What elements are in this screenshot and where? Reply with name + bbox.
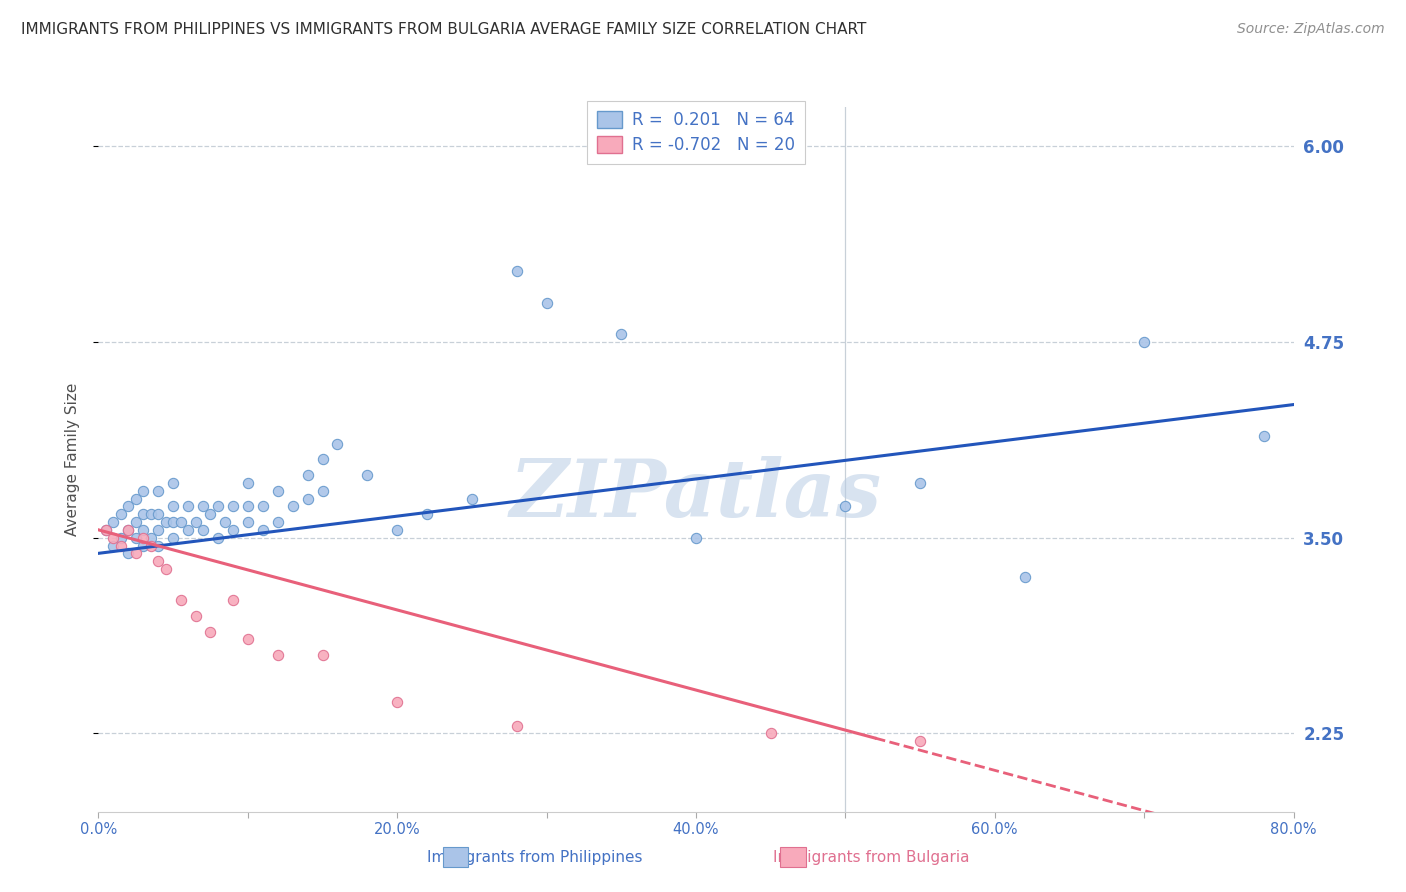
Point <box>1133 334 1156 349</box>
Point <box>184 515 207 529</box>
Point <box>267 483 290 498</box>
Point <box>117 523 139 537</box>
Point <box>103 531 125 545</box>
Point <box>132 539 155 553</box>
Text: Immigrants from Philippines: Immigrants from Philippines <box>426 850 643 865</box>
Point <box>385 695 409 709</box>
Text: Source: ZipAtlas.com: Source: ZipAtlas.com <box>1237 22 1385 37</box>
Point <box>252 523 274 537</box>
Point <box>311 648 333 662</box>
Point <box>139 531 162 545</box>
Point <box>506 264 529 278</box>
Point <box>908 475 931 490</box>
Point <box>94 523 117 537</box>
Point <box>148 507 170 521</box>
Point <box>311 483 333 498</box>
Point <box>416 507 439 521</box>
Point <box>267 648 290 662</box>
Point <box>759 726 782 740</box>
Text: IMMIGRANTS FROM PHILIPPINES VS IMMIGRANTS FROM BULGARIA AVERAGE FAMILY SIZE CORR: IMMIGRANTS FROM PHILIPPINES VS IMMIGRANT… <box>21 22 866 37</box>
Point <box>461 491 484 506</box>
Point <box>222 500 245 514</box>
Point <box>236 515 259 529</box>
Point <box>1253 429 1275 443</box>
Point <box>139 507 162 521</box>
Point <box>155 515 177 529</box>
Text: Immigrants from Bulgaria: Immigrants from Bulgaria <box>773 850 970 865</box>
Point <box>162 500 184 514</box>
Point <box>125 531 148 545</box>
Y-axis label: Average Family Size: Average Family Size <box>65 383 80 536</box>
Point <box>908 734 931 748</box>
Point <box>222 593 245 607</box>
Point <box>236 632 259 647</box>
Point <box>191 500 214 514</box>
Point <box>236 500 259 514</box>
Text: ZIPatlas: ZIPatlas <box>510 456 882 533</box>
Point <box>610 327 633 342</box>
Point <box>162 515 184 529</box>
Point <box>148 483 170 498</box>
Point <box>110 539 132 553</box>
Point <box>132 483 155 498</box>
Point <box>177 523 200 537</box>
Point <box>169 515 191 529</box>
Point <box>117 500 139 514</box>
Point <box>200 507 222 521</box>
Point <box>297 468 319 483</box>
Point <box>236 475 259 490</box>
Point <box>117 523 139 537</box>
Point <box>110 531 132 545</box>
Point <box>385 523 409 537</box>
Point <box>207 531 229 545</box>
Point <box>148 523 170 537</box>
Point <box>148 554 170 568</box>
Point <box>132 507 155 521</box>
Point <box>281 500 304 514</box>
Point <box>191 523 214 537</box>
Point <box>834 500 856 514</box>
Point <box>1014 570 1036 584</box>
Point <box>252 500 274 514</box>
Point <box>162 531 184 545</box>
Point <box>214 515 236 529</box>
Point <box>267 515 290 529</box>
Point <box>132 531 155 545</box>
Point <box>125 546 148 560</box>
Point <box>207 500 229 514</box>
Point <box>125 515 148 529</box>
Point <box>139 539 162 553</box>
Point <box>125 491 148 506</box>
Point <box>177 500 200 514</box>
Point <box>297 491 319 506</box>
Point <box>103 539 125 553</box>
Point <box>326 436 349 450</box>
Point <box>222 523 245 537</box>
Point <box>200 624 222 639</box>
Point <box>506 718 529 732</box>
Point <box>110 507 132 521</box>
Point <box>94 523 117 537</box>
Point <box>311 452 333 467</box>
Point <box>169 593 191 607</box>
Legend: R =  0.201   N = 64, R = -0.702   N = 20: R = 0.201 N = 64, R = -0.702 N = 20 <box>586 102 806 164</box>
Point <box>162 475 184 490</box>
Point <box>685 531 707 545</box>
Point <box>132 523 155 537</box>
Point <box>155 562 177 576</box>
Point <box>356 468 378 483</box>
Point <box>117 546 139 560</box>
Point <box>536 295 558 310</box>
Point <box>184 609 207 624</box>
Point <box>103 515 125 529</box>
Point <box>148 539 170 553</box>
